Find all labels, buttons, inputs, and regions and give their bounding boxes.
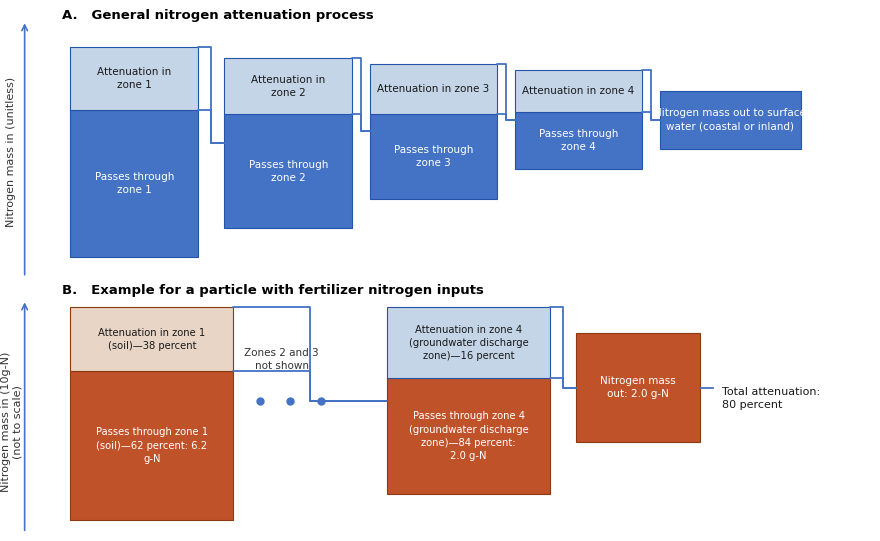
- Text: Total attenuation:
80 percent: Total attenuation: 80 percent: [722, 387, 820, 410]
- Text: Attenuation in zone 3: Attenuation in zone 3: [378, 84, 489, 94]
- FancyBboxPatch shape: [370, 114, 497, 199]
- Text: Nitrogen mass
out: 2.0 g-N: Nitrogen mass out: 2.0 g-N: [600, 376, 676, 399]
- Text: Passes through
zone 2: Passes through zone 2: [248, 160, 328, 183]
- FancyBboxPatch shape: [224, 114, 352, 228]
- FancyBboxPatch shape: [70, 371, 233, 520]
- Text: Passes through
zone 1: Passes through zone 1: [94, 172, 174, 195]
- FancyBboxPatch shape: [515, 112, 642, 169]
- FancyBboxPatch shape: [576, 333, 700, 443]
- FancyBboxPatch shape: [515, 70, 642, 112]
- FancyBboxPatch shape: [70, 307, 233, 371]
- Text: Nitrogen mass in (10g-N)
(not to scale): Nitrogen mass in (10g-N) (not to scale): [1, 352, 22, 492]
- FancyBboxPatch shape: [70, 47, 198, 110]
- Text: Passes through
zone 4: Passes through zone 4: [539, 129, 619, 152]
- Text: Passes through
zone 3: Passes through zone 3: [393, 145, 473, 168]
- FancyBboxPatch shape: [387, 378, 550, 494]
- Text: Passes through zone 1
(soil)—62 percent: 6.2
g-N: Passes through zone 1 (soil)—62 percent:…: [96, 427, 208, 464]
- Text: B.   Example for a particle with fertilizer nitrogen inputs: B. Example for a particle with fertilize…: [62, 284, 483, 297]
- Text: Zones 2 and 3
not shown: Zones 2 and 3 not shown: [245, 348, 319, 371]
- FancyBboxPatch shape: [224, 58, 352, 114]
- FancyBboxPatch shape: [70, 110, 198, 257]
- Text: Attenuation in zone 1
(soil)—38 percent: Attenuation in zone 1 (soil)—38 percent: [99, 328, 205, 351]
- Text: Attenuation in zone 4
(groundwater discharge
zone)—16 percent: Attenuation in zone 4 (groundwater disch…: [408, 325, 529, 361]
- Text: Attenuation in
zone 2: Attenuation in zone 2: [251, 75, 326, 98]
- FancyBboxPatch shape: [370, 64, 497, 114]
- Text: Nitrogen mass in (unitless): Nitrogen mass in (unitless): [6, 76, 17, 227]
- FancyBboxPatch shape: [387, 307, 550, 378]
- Text: Attenuation in
zone 1: Attenuation in zone 1: [97, 67, 172, 90]
- Text: Nitrogen mass out to surface
water (coastal or inland): Nitrogen mass out to surface water (coas…: [655, 108, 806, 131]
- FancyBboxPatch shape: [660, 90, 801, 149]
- Text: Passes through zone 4
(groundwater discharge
zone)—84 percent:
2.0 g-N: Passes through zone 4 (groundwater disch…: [408, 412, 529, 461]
- Text: A.   General nitrogen attenuation process: A. General nitrogen attenuation process: [62, 9, 373, 22]
- Text: Attenuation in zone 4: Attenuation in zone 4: [523, 86, 634, 96]
